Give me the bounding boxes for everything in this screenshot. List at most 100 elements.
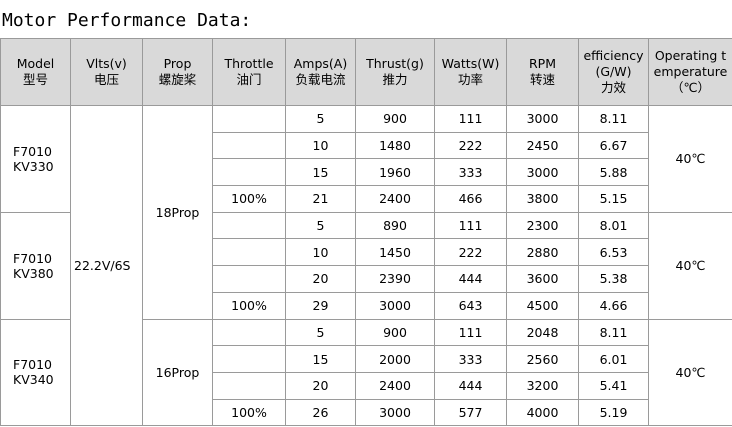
efficiency-cell: 8.11 [578,318,649,347]
data-row: 10 1450 222 2880 6.53 [1,238,732,267]
model-text: KV380 [13,265,54,281]
throttle-cell [212,158,286,187]
thrust-cell: 890 [355,211,435,240]
efficiency-cell: 6.53 [578,238,649,267]
watts-cell: 333 [434,158,507,187]
throttle-cell [212,265,286,293]
thrust-cell: 900 [355,105,435,133]
throttle-cell [212,211,286,240]
rpm-cell: 4500 [506,291,579,320]
watts-cell: 466 [434,185,507,213]
model-cell: F7010 KV340 [0,318,71,427]
thrust-cell: 2400 [355,371,435,400]
throttle-cell: 100% [212,291,286,320]
watts-cell: 111 [434,318,507,347]
amps-cell: 15 [285,158,356,187]
temperature-cell: 40℃ [648,105,732,213]
rpm-cell: 3000 [506,158,579,187]
efficiency-cell: 5.15 [578,185,649,213]
header-text: RPM [528,56,556,71]
header-text: 型号 [22,72,48,87]
throttle-cell [212,105,286,133]
watts-cell: 333 [434,345,507,373]
header-cell: Watts(W) 功率 [434,38,507,106]
data-row: 20 2400 444 3200 5.41 [1,371,732,400]
rpm-cell: 2560 [506,345,579,373]
amps-cell: 10 [285,238,356,267]
watts-cell: 111 [434,211,507,240]
amps-cell: 5 [285,211,356,240]
header-text: Vlts(v) [86,56,127,71]
throttle-cell [212,371,286,400]
amps-cell: 26 [285,398,356,427]
thrust-cell: 2390 [355,265,435,293]
thrust-cell: 2400 [355,185,435,213]
table-body: F7010 KV330 22.2V/6S 18Prop 5 900 111 3000 8.11 4… [0,104,732,427]
header-text: 功率 [457,72,483,87]
temperature-cell: 40℃ [648,318,732,427]
model-text: KV330 [13,158,54,174]
amps-cell: 10 [285,131,356,160]
amps-cell: 21 [285,185,356,213]
header-text: Watts(W) [441,56,500,71]
model-cell: F7010 KV330 [0,105,71,213]
throttle-cell [212,238,286,267]
data-row: F7010 KV330 22.2V/6S 18Prop 5 900 111 3000 8.11 4… [0,104,732,427]
model-text: F7010 [13,143,53,159]
thrust-cell: 1480 [355,131,435,160]
amps-cell: 20 [285,371,356,400]
header-cell: RPM 转速 [506,38,579,106]
voltage-cell: 22.2V/6S [70,104,143,427]
header-text: 负载电流 [295,72,346,87]
header-text: Operating temperature（℃） [653,48,728,95]
efficiency-cell: 5.88 [578,158,649,187]
header-cell: Vlts(v) 电压 [70,38,143,106]
thrust-cell: 3000 [355,291,435,320]
rpm-cell: 3200 [506,371,579,400]
thrust-cell: 1960 [355,158,435,187]
rpm-cell: 3800 [506,185,579,213]
throttle-cell: 100% [212,185,286,213]
rpm-cell: 3000 [506,105,579,133]
watts-cell: 643 [434,291,507,320]
performance-table: Model 型号 Vlts(v) 电压 Prop 螺旋桨 Throttle 油门 Amps(A)… [0,38,732,427]
header-cell: Throttle 油门 [212,38,286,106]
throttle-cell [212,318,286,347]
thrust-cell: 2000 [355,345,435,373]
thrust-cell: 3000 [355,398,435,427]
header-text: 转速 [529,72,555,87]
header-text: 螺旋桨 [158,72,197,87]
header-text: 油门 [236,72,262,87]
model-text: F7010 [13,250,53,266]
watts-cell: 222 [434,131,507,160]
data-row: 15 2000 333 2560 6.01 [1,345,732,373]
header-row: Model 型号 Vlts(v) 电压 Prop 螺旋桨 Throttle 油门 Amps(A)… [0,38,732,106]
data-row: 100% 21 2400 466 3800 5.15 [1,185,732,213]
data-row: 100% 29 3000 643 4500 4.66 [1,291,732,320]
watts-cell: 444 [434,371,507,400]
header-cell: Operating temperature（℃） [648,38,732,106]
title: Motor Performance Data: [2,10,252,31]
amps-cell: 15 [285,345,356,373]
rpm-cell: 2450 [506,131,579,160]
rpm-cell: 2048 [506,318,579,347]
watts-cell: 111 [434,105,507,133]
amps-cell: 20 [285,265,356,293]
model-text: F7010 [13,357,53,373]
header-text: Prop [163,56,192,71]
throttle-cell: 100% [212,398,286,427]
header-cell: Model 型号 [0,38,71,106]
prop-cell: 18Prop [142,105,213,320]
header-cell: efficiency(G/W) 力效 [578,38,649,106]
amps-cell: 5 [285,318,356,347]
header-text: Thrust(g) [366,56,424,71]
rpm-cell: 2880 [506,238,579,267]
model-cell: F7010 KV380 [0,211,71,320]
efficiency-cell: 8.11 [578,105,649,133]
efficiency-cell: 6.01 [578,345,649,373]
efficiency-cell: 4.66 [578,291,649,320]
temperature-cell: 40℃ [648,211,732,320]
throttle-cell [212,131,286,160]
rpm-cell: 2300 [506,211,579,240]
header-cell: Thrust(g) 推力 [355,38,435,106]
